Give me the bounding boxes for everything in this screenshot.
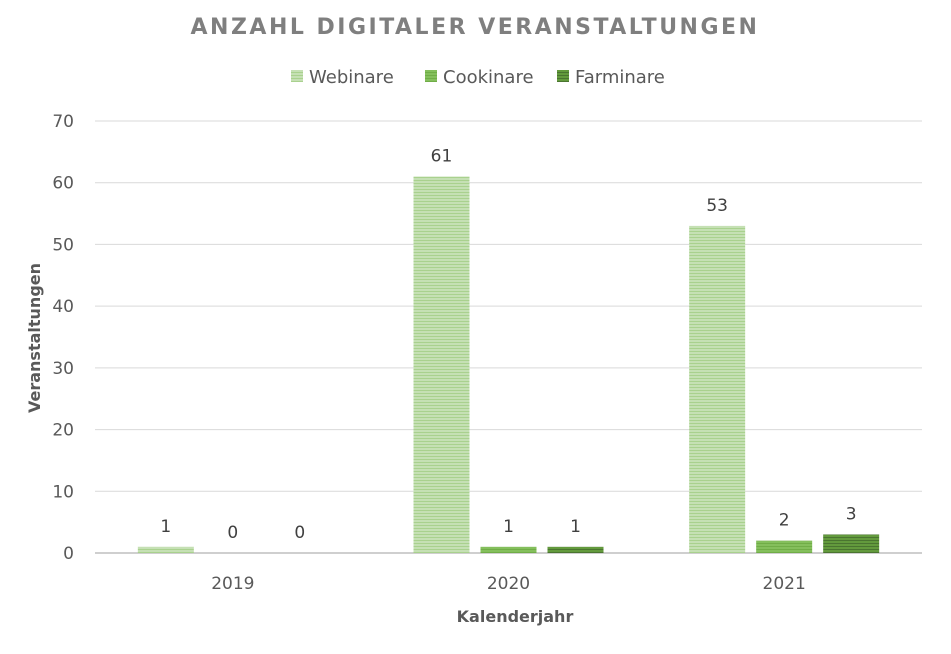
- data-label: 1: [503, 517, 514, 537]
- chart-title: ANZAHL DIGITALER VERANSTALTUNGEN: [191, 15, 760, 40]
- y-tick-label: 20: [52, 421, 74, 441]
- data-label: 2: [779, 511, 790, 531]
- y-tick-label: 10: [52, 482, 74, 502]
- x-category-label: 2019: [211, 574, 254, 594]
- data-label: 53: [706, 196, 728, 216]
- legend-swatch-webinare: [291, 70, 303, 82]
- data-label: 1: [570, 517, 581, 537]
- data-label: 1: [160, 517, 171, 537]
- legend-swatch-farminare: [557, 70, 569, 82]
- y-axis-title: Veranstaltungen: [25, 263, 44, 413]
- data-label: 0: [227, 523, 238, 543]
- x-category-label: 2021: [763, 574, 806, 594]
- legend: Webinare Cookinare Farminare: [291, 67, 665, 88]
- y-tick-label: 70: [52, 112, 74, 132]
- y-tick-label: 60: [52, 174, 74, 194]
- gridlines: [95, 120, 922, 554]
- y-tick-label: 30: [52, 359, 74, 379]
- data-labels: 1 0 0 61 1 1 53 2 3: [160, 147, 856, 543]
- y-tick-label: 0: [63, 544, 74, 564]
- data-label: 0: [294, 523, 305, 543]
- bar-cookinare-2020: [480, 546, 537, 553]
- x-axis-title: Kalenderjahr: [457, 607, 574, 626]
- bar-cookinare-2021: [756, 540, 813, 553]
- bar-webinare-2021: [689, 225, 746, 553]
- bar-webinare-2020: [413, 176, 470, 554]
- data-label: 61: [431, 147, 453, 167]
- bar-farminare-2020: [547, 546, 604, 553]
- y-axis-ticks: 0 10 20 30 40 50 60 70: [52, 112, 74, 564]
- legend-label-farminare: Farminare: [575, 67, 665, 88]
- legend-label-webinare: Webinare: [309, 67, 394, 88]
- x-category-label: 2020: [487, 574, 530, 594]
- y-tick-label: 40: [52, 297, 74, 317]
- bar-webinare-2019: [137, 546, 194, 553]
- y-tick-label: 50: [52, 235, 74, 255]
- bar-farminare-2021: [823, 534, 880, 553]
- x-axis-categories: 2019 2020 2021: [211, 574, 806, 594]
- legend-label-cookinare: Cookinare: [443, 67, 534, 88]
- legend-swatch-cookinare: [425, 70, 437, 82]
- bars: [137, 176, 880, 554]
- data-label: 3: [846, 504, 857, 524]
